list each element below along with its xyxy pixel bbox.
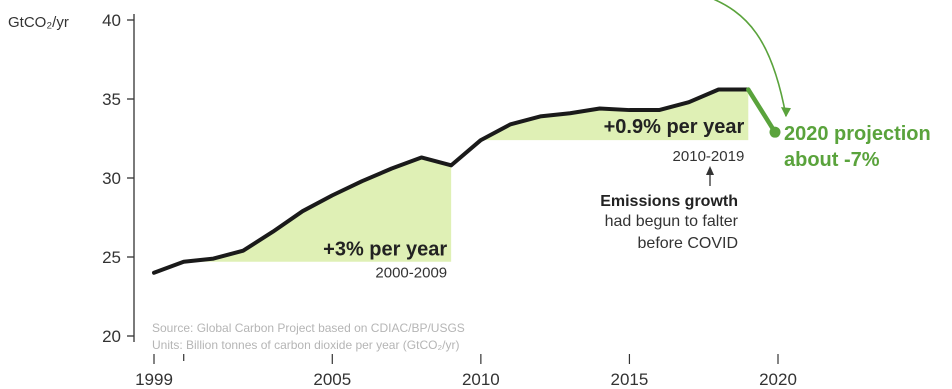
y-tick-label: 20 (102, 327, 121, 346)
projection-label-line2: about -7% (784, 149, 880, 171)
projection-label-line1: 2020 projection (784, 123, 931, 145)
axis-layer: 20 25 30 35 40 1999 2005 2010 2015 2020 (102, 11, 797, 389)
band-label-2000-2009: +3% per year (323, 239, 447, 261)
projection-point (769, 126, 781, 138)
falter-annotation-line2: had begun to falter (605, 213, 739, 230)
band-years-2000-2009: 2000-2009 (375, 265, 447, 282)
band-label-2010-2019: +0.9% per year (604, 116, 745, 138)
x-tick-label: 2015 (611, 370, 649, 389)
projection-arrowhead (781, 107, 791, 118)
source-note: Source: Global Carbon Project based on C… (152, 321, 465, 335)
falter-annotation-bold: Emissions growth (600, 193, 738, 210)
projection-layer (713, 0, 791, 138)
falter-annotation-line3: before COVID (638, 235, 738, 252)
growth-band-2 (480, 89, 749, 141)
y-tick-label: 40 (102, 11, 121, 30)
falter-arrowhead (706, 166, 714, 175)
y-tick-label: 30 (102, 169, 121, 188)
x-tick-label: 2020 (759, 370, 797, 389)
projection-line (746, 87, 778, 135)
bands-layer (183, 89, 749, 262)
y-axis-label: GtCO₂/yr (8, 14, 69, 31)
units-note: Units: Billion tonnes of carbon dioxide … (152, 338, 459, 352)
x-tick-label: 2005 (313, 370, 351, 389)
band-years-2010-2019: 2010-2019 (673, 148, 745, 165)
y-tick-label: 35 (102, 90, 121, 109)
growth-band-1 (183, 157, 452, 262)
x-tick-label: 2010 (462, 370, 500, 389)
x-tick-label: 1999 (135, 370, 173, 389)
y-tick-label: 25 (102, 248, 121, 267)
projection-arrow-curve (713, 0, 787, 117)
emissions-series-line (152, 87, 751, 275)
